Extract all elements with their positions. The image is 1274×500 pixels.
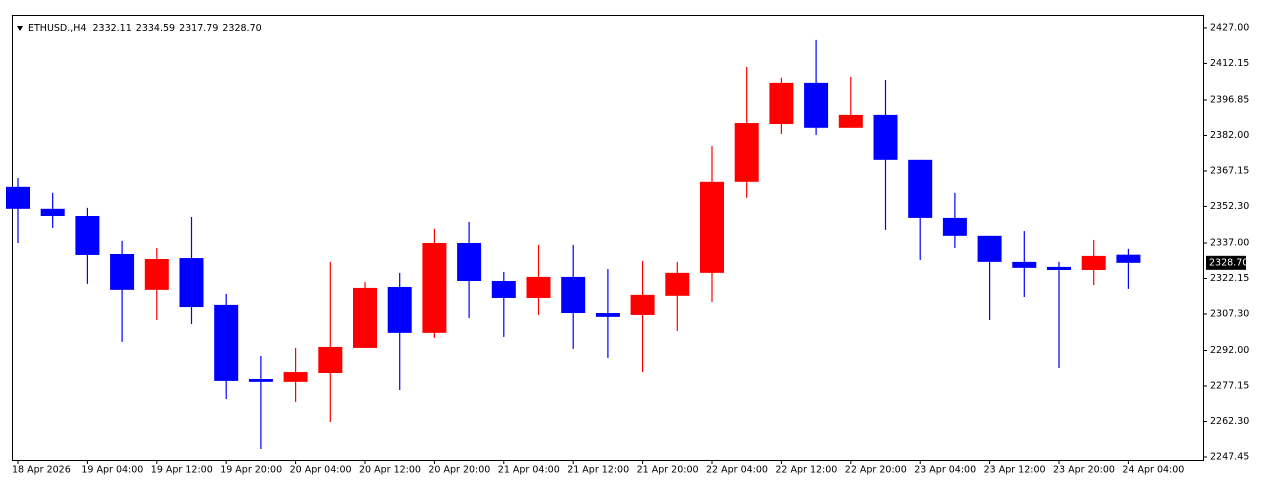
x-tick-label: 21 Apr 12:00 <box>567 465 629 476</box>
candle-body <box>283 372 308 382</box>
candle-body <box>908 159 933 218</box>
candle-body <box>838 114 863 128</box>
x-tick-label: 20 Apr 04:00 <box>290 465 352 476</box>
y-tick-label: 2262.30 <box>1210 416 1249 427</box>
y-tick-label: 2247.45 <box>1210 452 1249 463</box>
candle-body <box>248 378 273 382</box>
x-tick-label: 22 Apr 04:00 <box>706 465 768 476</box>
candle-body <box>665 272 690 296</box>
y-tick-label: 2396.85 <box>1210 94 1249 105</box>
x-tick-label: 19 Apr 20:00 <box>220 465 282 476</box>
chart-header: ETHUSD.,H4 2332.11 2334.59 2317.79 2328.70 <box>28 23 262 34</box>
candle-body <box>1012 261 1037 268</box>
y-tick-label: 2307.30 <box>1210 308 1249 319</box>
candle-body <box>491 280 516 298</box>
price-tag-label: 2328.70 <box>1209 257 1248 268</box>
header-high: 2334.59 <box>136 23 175 34</box>
candle-body <box>942 217 967 236</box>
candle-body <box>526 276 551 298</box>
x-tick-label: 20 Apr 12:00 <box>359 465 421 476</box>
candle-body <box>1116 254 1141 263</box>
candle-body <box>804 82 829 128</box>
x-tick-label: 23 Apr 04:00 <box>914 465 976 476</box>
y-tick-label: 2337.00 <box>1210 237 1249 248</box>
plot-frame <box>12 15 1204 461</box>
candle-body <box>40 208 65 216</box>
candle-body <box>144 259 169 290</box>
x-tick-label: 23 Apr 20:00 <box>1053 465 1115 476</box>
candle-body <box>1047 266 1071 271</box>
x-tick-label: 24 Apr 04:00 <box>1122 465 1184 476</box>
x-tick-label: 20 Apr 20:00 <box>428 465 490 476</box>
candle-body <box>318 346 343 374</box>
x-tick-label: 18 Apr 2026 <box>12 465 71 476</box>
candle-body <box>75 215 100 255</box>
candle-body <box>595 313 620 317</box>
candle-body <box>561 276 586 314</box>
menu-triangle <box>17 26 23 31</box>
candle-body <box>214 304 239 381</box>
y-tick-label: 2277.15 <box>1210 381 1249 392</box>
x-tick-label: 22 Apr 12:00 <box>775 465 837 476</box>
x-tick-label: 19 Apr 12:00 <box>151 465 213 476</box>
candle-body <box>179 258 204 308</box>
y-tick-label: 2367.15 <box>1210 165 1249 176</box>
x-tick-label: 22 Apr 20:00 <box>845 465 907 476</box>
candle-body <box>977 235 1002 262</box>
x-tick-label: 21 Apr 20:00 <box>637 465 699 476</box>
x-tick-label: 19 Apr 04:00 <box>81 465 143 476</box>
candle-body <box>873 114 898 160</box>
candle-body <box>769 82 794 124</box>
y-tick-label: 2292.00 <box>1210 345 1249 356</box>
price-tag <box>1206 255 1246 270</box>
x-tick-label: 21 Apr 04:00 <box>498 465 560 476</box>
candle-body <box>457 242 482 281</box>
header-low: 2317.79 <box>179 23 218 34</box>
y-tick-label: 2352.30 <box>1210 201 1249 212</box>
candle-body <box>387 286 412 333</box>
candle-body <box>110 253 135 290</box>
candle-body <box>6 186 30 209</box>
candle-body <box>353 287 377 348</box>
y-tick-label: 2322.15 <box>1210 273 1249 284</box>
y-tick-label: 2412.15 <box>1210 58 1249 69</box>
candle-body <box>630 294 655 315</box>
y-tick-label: 2382.00 <box>1210 130 1249 141</box>
candle-body <box>1081 255 1106 271</box>
x-tick-label: 23 Apr 12:00 <box>984 465 1046 476</box>
y-tick-label: 2427.00 <box>1210 22 1249 33</box>
candle-body <box>734 123 759 182</box>
header-close: 2328.70 <box>222 23 261 34</box>
candle-body <box>422 242 447 333</box>
candle-body <box>700 181 724 273</box>
header-open: 2332.11 <box>92 23 131 34</box>
symbol: ETHUSD.,H4 <box>28 23 86 34</box>
